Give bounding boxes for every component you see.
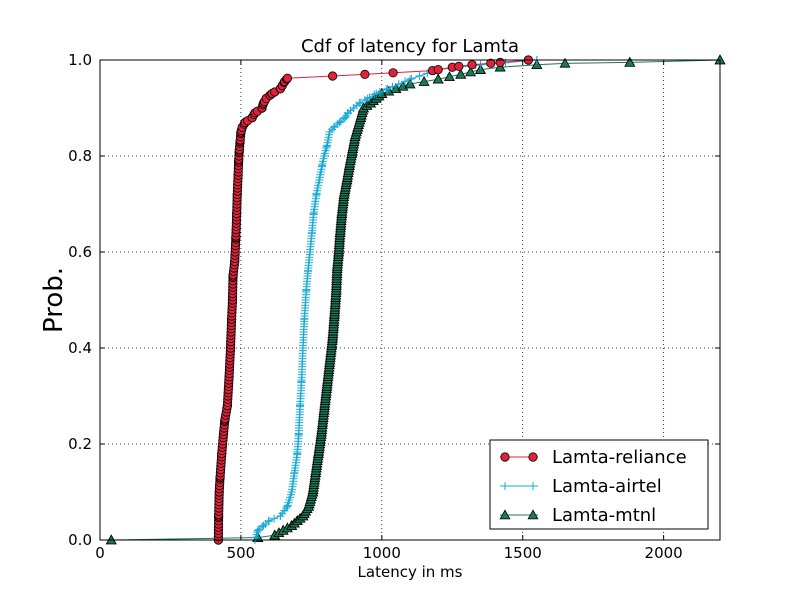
data-point <box>454 61 464 72</box>
data-point <box>531 59 543 70</box>
series-lamta-airtel <box>251 56 541 544</box>
legend: Lamta-reliance Lamta-airtel Lamta-mtnl <box>489 439 709 530</box>
y-tick-label: 0.4 <box>68 339 92 357</box>
data-point <box>418 75 430 86</box>
data-point <box>465 66 477 77</box>
data-point <box>370 90 379 99</box>
x-axis-label: Latency in ms <box>358 563 463 581</box>
data-point <box>474 63 486 74</box>
data-point <box>382 85 391 94</box>
legend-marker <box>528 452 538 462</box>
data-point <box>259 521 268 530</box>
data-point <box>329 123 338 132</box>
data-point <box>624 56 636 67</box>
legend-marker <box>529 482 537 490</box>
y-tick-label: 0.0 <box>68 531 92 549</box>
data-point <box>415 72 424 80</box>
legend-marker <box>527 509 539 520</box>
data-point <box>335 118 344 127</box>
legend-label: Lamta-reliance <box>552 447 687 468</box>
data-point <box>467 60 477 70</box>
data-point <box>432 73 444 84</box>
legend-entry: Lamta-mtnl <box>499 505 656 526</box>
data-point <box>355 99 364 108</box>
data-point <box>356 98 365 107</box>
legend-marker <box>501 482 509 490</box>
data-point <box>270 514 279 523</box>
x-tick-label: 1500 <box>504 544 542 562</box>
data-point <box>406 75 414 84</box>
data-point <box>495 57 505 68</box>
legend-marker <box>500 452 510 462</box>
data-point <box>383 84 392 93</box>
y-tick-label: 1.0 <box>68 51 92 69</box>
chart-title: Cdf of latency for Lamta <box>301 36 519 57</box>
data-point <box>433 65 443 75</box>
data-point <box>341 113 350 122</box>
data-point <box>407 74 416 83</box>
legend-label: Lamta-mtnl <box>552 505 656 526</box>
y-tick-label: 0.6 <box>68 243 92 261</box>
data-point <box>443 71 455 82</box>
data-point <box>455 68 467 79</box>
x-tick-label: 2000 <box>645 544 683 562</box>
series-layer <box>105 54 726 545</box>
x-tick-label: 0 <box>95 544 105 562</box>
legend-label: Lamta-airtel <box>552 476 662 497</box>
x-tick-label: 1000 <box>363 544 401 562</box>
data-point <box>388 68 398 78</box>
legend-entry: Lamta-airtel <box>500 476 662 497</box>
data-point <box>372 89 381 98</box>
y-axis-label: Prob. <box>39 267 69 333</box>
x-tick-label: 500 <box>227 544 256 562</box>
data-point <box>375 88 384 96</box>
y-tick-label: 0.2 <box>68 435 92 453</box>
legend-entry: Lamta-reliance <box>500 447 687 468</box>
legend-box <box>489 439 709 530</box>
data-point <box>400 77 409 86</box>
y-tick-label: 0.8 <box>68 147 92 165</box>
data-point <box>328 71 338 81</box>
plot-frame <box>99 59 721 541</box>
data-point <box>388 82 397 91</box>
data-point <box>282 73 293 83</box>
data-point <box>486 58 496 68</box>
axis-ticks: 0 500 1000 1500 2000 0.0 0.2 0.4 0.6 0.8 1.0 <box>68 51 720 562</box>
data-point <box>559 57 571 68</box>
data-point <box>253 526 262 535</box>
series-lamta-reliance <box>213 55 533 545</box>
legend-marker <box>499 509 511 520</box>
series-lamta-mtnl <box>105 54 726 545</box>
data-point <box>360 69 370 80</box>
data-point <box>264 517 273 526</box>
data-point <box>265 516 274 525</box>
data-point <box>394 80 403 88</box>
data-point <box>363 94 372 103</box>
data-point <box>365 93 374 102</box>
data-point <box>404 78 416 89</box>
